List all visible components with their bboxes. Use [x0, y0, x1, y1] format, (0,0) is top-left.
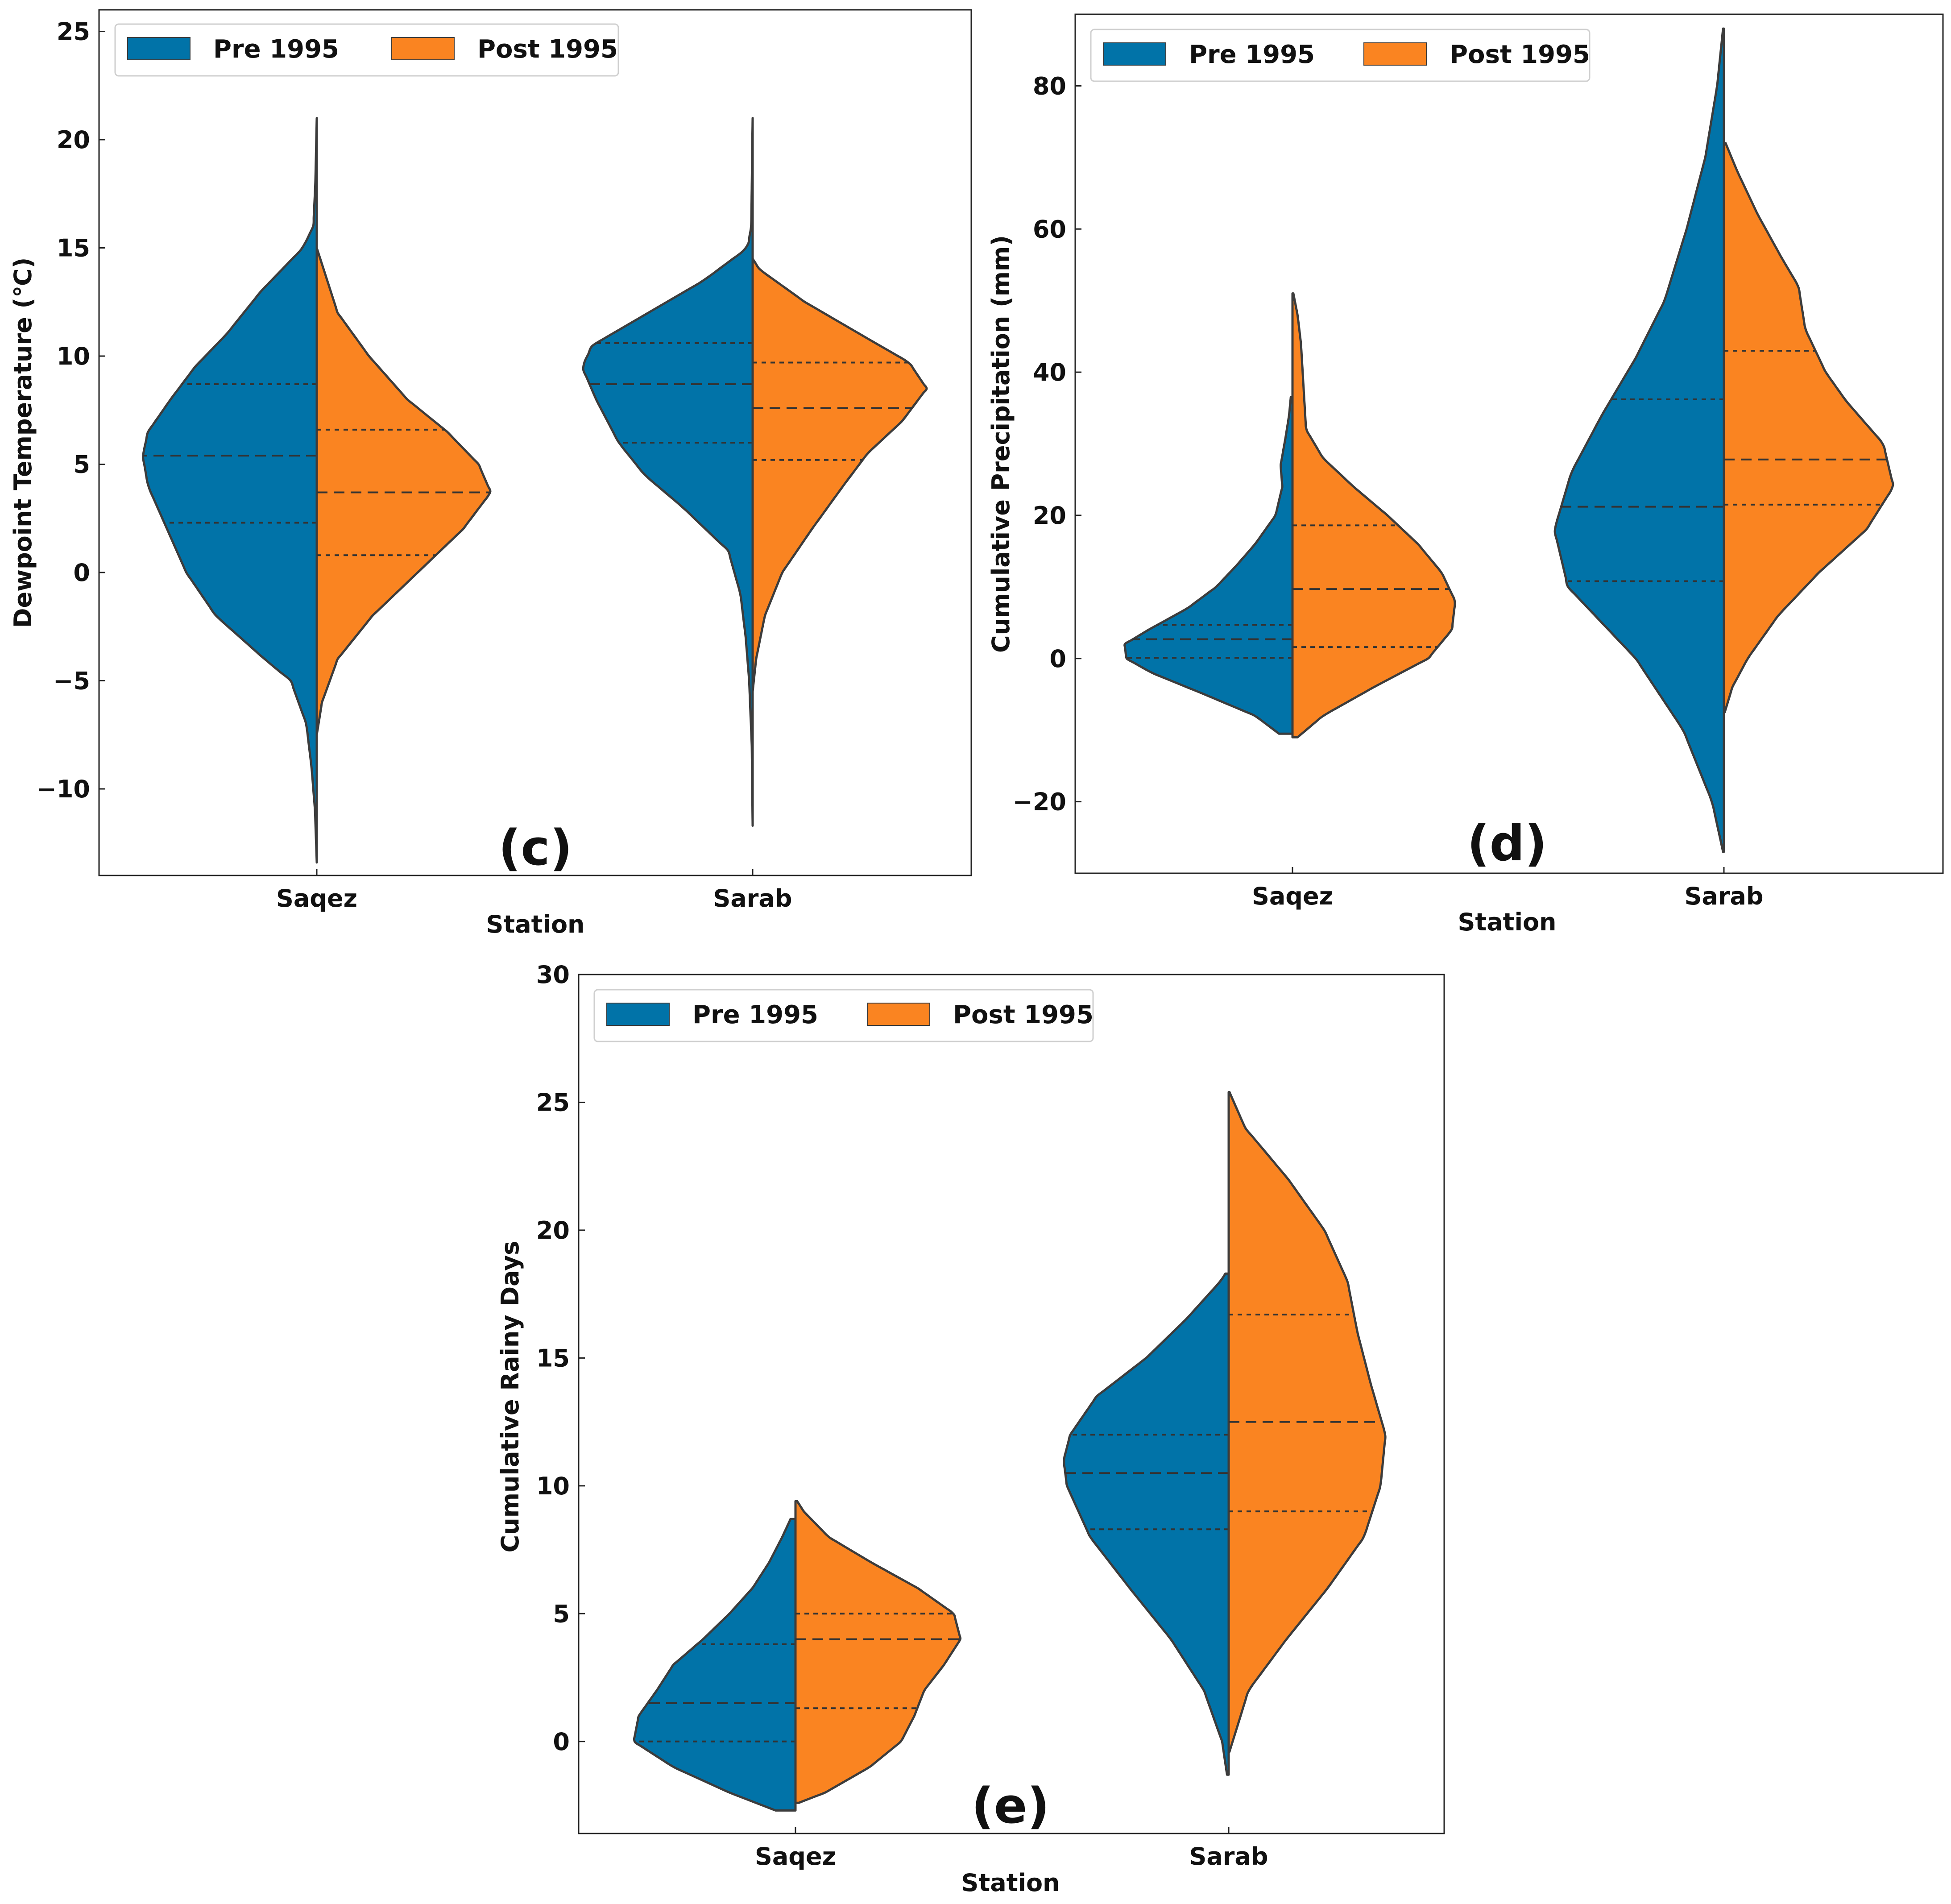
panel-e-violins [633, 1091, 1387, 1812]
panel-c-legend-box [114, 23, 619, 77]
panel-e-ytick-label: 5 [553, 1600, 570, 1628]
panel-d-legend-post-swatch [1363, 42, 1427, 66]
panel-e-legend: Pre 1995 Post 1995 [593, 989, 1094, 1042]
panel-d-legend: Pre 1995 Post 1995 [1090, 29, 1591, 82]
panel-e-violin-saqez-post [794, 1500, 962, 1804]
panel-d-ytick-label: 60 [1033, 215, 1066, 243]
panel-c-legend: Pre 1995 Post 1995 [114, 23, 619, 77]
panel-d-xtick-label-saqez: Saqez [1252, 882, 1333, 910]
panel-d-ytick-label: 0 [1049, 645, 1066, 673]
panel-e-legend-box [593, 989, 1094, 1042]
panel-e-y-axis: 0 5 10 15 20 25 30 [536, 961, 585, 1756]
panel-e-xtick-label-saqez: Saqez [755, 1842, 836, 1871]
panel-e-ytick-label: 30 [536, 961, 570, 989]
panel-c-x-axis-title: Station [486, 910, 584, 938]
panel-d-legend-pre-swatch [1103, 42, 1166, 66]
panel-c-legend-pre-label: Pre 1995 [213, 35, 339, 64]
panel-c-ytick-label: 25 [57, 18, 90, 46]
panel-d-ytick-label: 40 [1033, 358, 1066, 386]
panel-d-y-axis: −20 0 20 40 60 80 [1013, 72, 1081, 816]
panel-c-y-axis: −10 −5 0 5 10 15 20 25 [37, 18, 105, 803]
panel-c-label: (c) [498, 819, 572, 876]
panel-c-legend-pre-swatch [127, 37, 191, 60]
panel-c-y-axis-title: Dewpoint Temperature (℃) [9, 257, 37, 628]
panel-d-legend-pre-label: Pre 1995 [1189, 40, 1315, 69]
panel-d-violins [1123, 27, 1894, 853]
panel-c-ytick-label: −10 [37, 775, 90, 803]
panel-d-ytick-label: 80 [1033, 72, 1066, 100]
panel-c-ytick-label: 0 [73, 559, 90, 587]
panel-c-dewpoint: −10 −5 0 5 10 15 20 25 Saqez Sarab Station Dewpo… [9, 9, 972, 938]
panel-d-ytick-label: 20 [1033, 502, 1066, 530]
panel-e-x-axis: Saqez Sarab [755, 1827, 1268, 1871]
panel-e-ytick-label: 20 [536, 1216, 570, 1244]
panel-e-ytick-label: 10 [536, 1472, 570, 1500]
panel-d-violin-saqez-post [1291, 292, 1456, 738]
panel-e-x-axis-title: Station [961, 1869, 1060, 1897]
panel-c-legend-post-label: Post 1995 [477, 35, 618, 64]
panel-d-label: (d) [1467, 815, 1547, 872]
panel-d-violin-sarab-post [1723, 142, 1894, 713]
panel-c-violin-saqez-pre [142, 117, 318, 864]
panel-e-violin-saqez-pre [633, 1518, 797, 1812]
panel-e-legend-post-label: Post 1995 [953, 1000, 1094, 1029]
panel-c-ytick-label: 20 [57, 126, 90, 154]
panel-c-violin-sarab-post [751, 257, 928, 693]
panel-c-ytick-label: −5 [53, 667, 90, 695]
panel-e-legend-pre-label: Pre 1995 [692, 1000, 818, 1029]
panel-d-x-axis: Saqez Sarab [1252, 867, 1764, 910]
panel-e-rainy-days: 0 5 10 15 20 25 30 Saqez Sarab Station Cumulati… [496, 961, 1445, 1897]
panel-e-ytick-label: 25 [536, 1088, 570, 1116]
panel-e-y-axis-title: Cumulative Rainy Days [496, 1241, 524, 1553]
panel-c-ytick-label: 5 [73, 451, 90, 479]
panel-d-ytick-label: −20 [1013, 788, 1066, 816]
panel-c-x-axis: Saqez Sarab [276, 869, 792, 913]
panel-e-ytick-label: 0 [553, 1728, 570, 1756]
panel-e-legend-pre-swatch [606, 1003, 670, 1026]
panel-d-precipitation: −20 0 20 40 60 80 Saqez Sarab Station Cumulati… [987, 13, 1944, 936]
panel-c-violins [142, 117, 928, 864]
panel-c-ytick-label: 15 [57, 234, 90, 262]
panel-c-violin-saqez-post [315, 247, 492, 736]
panel-d-y-axis-title: Cumulative Precipitation (mm) [987, 235, 1015, 653]
panel-e-label: (e) [971, 1777, 1049, 1834]
panel-e-legend-post-swatch [867, 1003, 930, 1026]
panel-c-legend-post-swatch [391, 37, 455, 60]
panel-c-xtick-label-saqez: Saqez [276, 884, 357, 913]
panel-d-x-axis-title: Station [1458, 908, 1556, 936]
panel-d-violin-saqez-pre [1123, 396, 1294, 735]
panel-e-violin-sarab-pre [1063, 1272, 1230, 1776]
panel-c-ytick-label: 10 [57, 342, 90, 370]
panel-e-xtick-label-sarab: Sarab [1189, 1842, 1268, 1871]
panel-c-xtick-label-sarab: Sarab [713, 884, 792, 913]
panel-e-ytick-label: 15 [536, 1344, 570, 1372]
panel-d-legend-post-label: Post 1995 [1450, 40, 1590, 69]
panel-d-legend-box [1090, 29, 1591, 82]
panel-d-violin-sarab-pre [1553, 27, 1725, 853]
panel-c-violin-sarab-pre [582, 117, 754, 827]
panel-d-xtick-label-sarab: Sarab [1684, 882, 1763, 910]
